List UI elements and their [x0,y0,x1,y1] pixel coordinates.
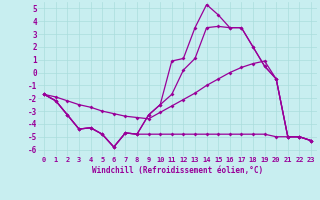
X-axis label: Windchill (Refroidissement éolien,°C): Windchill (Refroidissement éolien,°C) [92,166,263,175]
